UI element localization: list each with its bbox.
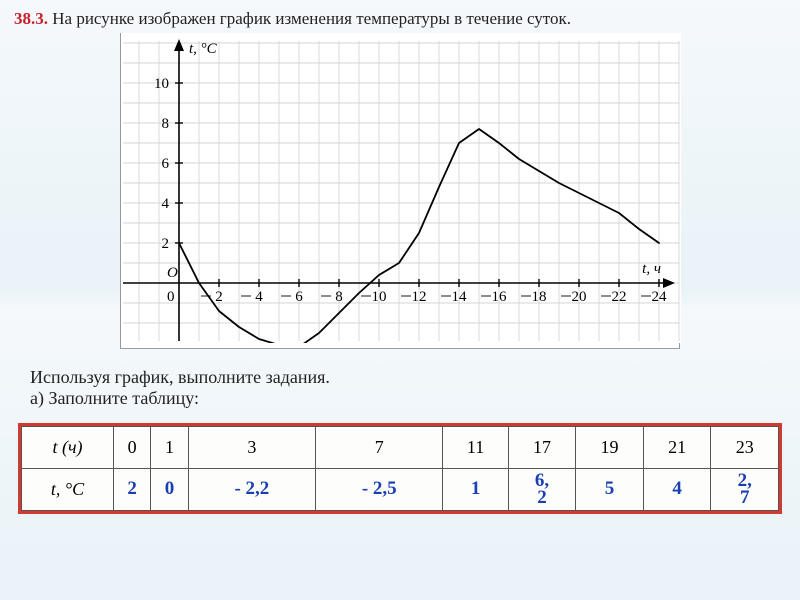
table-row: t, °C 20- 2,2- 2,516,2542,7 (22, 468, 779, 510)
task-line1: Используя график, выполните задания. (30, 367, 770, 388)
task-instructions: Используя график, выполните задания. а) … (0, 349, 800, 415)
svg-text:14: 14 (452, 289, 468, 305)
hour-cell: 17 (508, 426, 576, 468)
row-header-hours: t (ч) (22, 426, 114, 468)
svg-text:2: 2 (215, 289, 223, 305)
svg-text:0: 0 (167, 289, 175, 305)
svg-text:20: 20 (572, 289, 587, 305)
answer-cell: - 2,5 (316, 468, 443, 510)
chart-container: 24681024681012141618202224O0t, °Ct, ч (120, 33, 680, 349)
task-line2: а) Заполните таблицу: (30, 388, 770, 409)
svg-text:2: 2 (162, 236, 170, 252)
temperature-chart: 24681024681012141618202224O0t, °Ct, ч (121, 33, 681, 343)
svg-text:8: 8 (335, 289, 343, 305)
svg-text:12: 12 (412, 289, 427, 305)
answer-cell: 5 (576, 468, 644, 510)
table-row: t (ч) 01371117192123 (22, 426, 779, 468)
answer-table-wrap: t (ч) 01371117192123 t, °C 20- 2,2- 2,51… (18, 423, 782, 514)
svg-text:6: 6 (162, 156, 170, 172)
answer-table: t (ч) 01371117192123 t, °C 20- 2,2- 2,51… (21, 426, 779, 511)
svg-text:t, °C: t, °C (189, 41, 218, 57)
hour-cell: 23 (711, 426, 779, 468)
svg-text:10: 10 (154, 76, 169, 92)
hour-cell: 11 (443, 426, 508, 468)
hour-cell: 7 (316, 426, 443, 468)
hour-cell: 1 (151, 426, 188, 468)
answer-cell: 2,7 (711, 468, 779, 510)
answer-cell: 6,2 (508, 468, 576, 510)
answer-cell: - 2,2 (188, 468, 315, 510)
svg-text:24: 24 (652, 289, 668, 305)
hour-cell: 19 (576, 426, 644, 468)
svg-text:4: 4 (162, 196, 170, 212)
answer-cell: 1 (443, 468, 508, 510)
svg-text:10: 10 (372, 289, 387, 305)
row-header-temp: t, °C (22, 468, 114, 510)
svg-text:6: 6 (295, 289, 303, 305)
hour-cell: 0 (114, 426, 151, 468)
answer-cell: 0 (151, 468, 188, 510)
svg-text:18: 18 (532, 289, 547, 305)
svg-text:22: 22 (612, 289, 627, 305)
svg-text:4: 4 (255, 289, 263, 305)
hour-cell: 3 (188, 426, 315, 468)
answer-cell: 2 (114, 468, 151, 510)
answer-cell: 4 (643, 468, 711, 510)
problem-number: 38.3. (14, 9, 48, 28)
svg-text:t, ч: t, ч (642, 261, 661, 277)
svg-text:16: 16 (492, 289, 508, 305)
svg-text:O: O (167, 265, 178, 281)
svg-text:8: 8 (162, 116, 170, 132)
problem-text: На рисунке изображен график изменения те… (52, 9, 571, 28)
hour-cell: 21 (643, 426, 711, 468)
problem-header: 38.3. На рисунке изображен график измене… (0, 0, 800, 33)
